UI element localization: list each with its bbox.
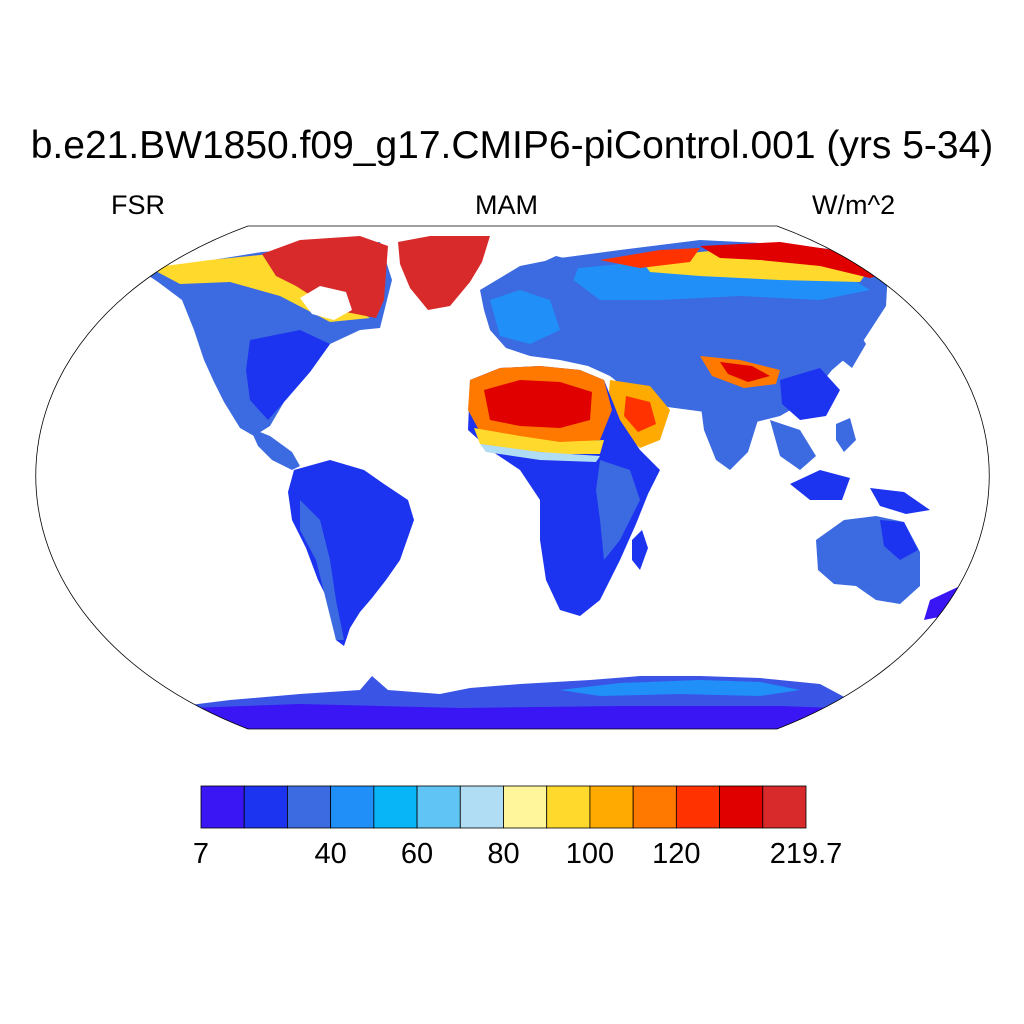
season-label: MAM — [475, 190, 538, 220]
se-asia-region — [770, 420, 816, 470]
philippines-region — [836, 418, 856, 452]
australia-east — [880, 520, 918, 560]
colorbar-swatch — [589, 785, 634, 829]
new-zealand-region — [924, 586, 968, 620]
colorbar-swatch — [330, 785, 375, 829]
colorbar-tick-label: 7 — [192, 838, 210, 870]
arabia-core — [624, 396, 656, 432]
siberia-red-band — [700, 242, 890, 278]
sahara-core — [484, 380, 592, 428]
colorbar-swatch — [287, 785, 332, 829]
plot-title: b.e21.BW1850.f09_g17.CMIP6-piControl.001… — [30, 124, 994, 167]
antarctica-plateau — [560, 680, 800, 696]
units-label: W/m^2 — [812, 190, 896, 220]
colorbar-swatch — [632, 785, 677, 829]
antarctica-coast-band — [190, 704, 836, 729]
colorbar-swatch — [416, 785, 461, 829]
variable-label: FSR — [111, 190, 165, 220]
colorbar-swatch — [675, 785, 720, 829]
south-america-region — [288, 460, 414, 646]
japan-region — [842, 328, 866, 368]
indonesia-region — [790, 470, 850, 500]
land-fill-layer — [140, 236, 968, 729]
canadian-archipelago — [262, 236, 388, 318]
colorbar-tick-label: 60 — [400, 838, 434, 870]
hudson-bay — [300, 286, 352, 320]
colorbar-tick-label: 40 — [314, 838, 347, 870]
colorbar — [200, 785, 807, 829]
colorbar-swatch — [719, 785, 764, 829]
colorbar-tick-label: 80 — [487, 838, 520, 870]
colorbar-swatch — [373, 785, 418, 829]
sahel-band — [474, 428, 604, 454]
east-asia-region — [780, 368, 840, 420]
siberia-north-red — [600, 248, 700, 268]
colorbar-swatch — [762, 785, 807, 829]
east-africa-region — [596, 460, 640, 560]
india-region — [700, 400, 758, 470]
colorbar-swatch — [546, 785, 591, 829]
colorbar-swatch — [503, 785, 548, 829]
colorbar-tick-label: 100 — [565, 838, 615, 870]
colorbar-swatch — [459, 785, 504, 829]
north-america-east — [246, 330, 330, 420]
central-america-region — [250, 428, 300, 470]
scandinavia-region — [530, 256, 580, 304]
greenland-region — [398, 236, 490, 310]
colorbar-swatch — [243, 785, 288, 829]
madagascar-region — [632, 530, 648, 570]
sahel-light-band — [480, 444, 600, 462]
andes-band — [300, 500, 344, 640]
new-guinea-region — [870, 488, 930, 514]
colorbar-tick-label: 120 — [652, 838, 701, 870]
colorbar-swatch — [200, 785, 245, 829]
europe-west — [490, 290, 560, 344]
globe-outline — [35, 225, 990, 730]
tibet-core — [720, 362, 770, 382]
colorbar-tick-label: 219.7 — [769, 838, 843, 870]
siberia-yellow-band — [640, 250, 870, 282]
